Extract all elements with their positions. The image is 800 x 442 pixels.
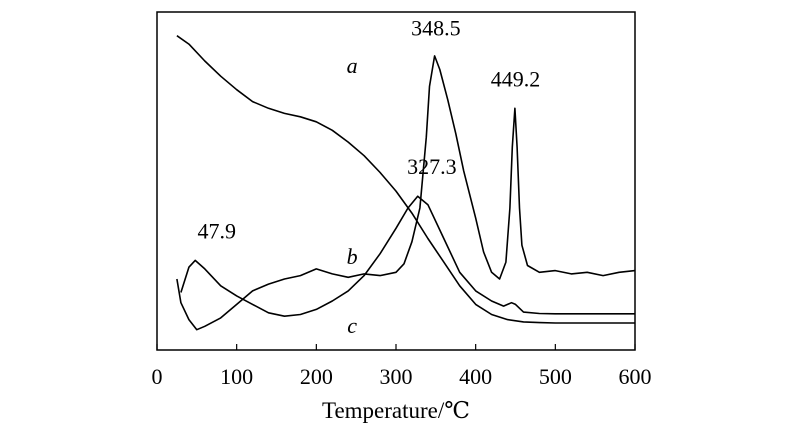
curves <box>176 35 636 331</box>
label-a: a <box>347 53 358 78</box>
label-b: b <box>347 244 358 269</box>
x-tick-label: 400 <box>459 364 492 389</box>
plot-frame <box>156 11 636 351</box>
x-tick-label: 100 <box>220 364 253 389</box>
x-axis-ticks: 0 100 200 300 400 500 600 <box>152 344 652 389</box>
curve-a <box>176 35 635 324</box>
curve-b <box>176 55 636 331</box>
label-c: c <box>347 313 357 338</box>
x-tick-label: 600 <box>619 364 652 389</box>
x-axis-title: Temperature/℃ <box>322 398 470 423</box>
annotations: a b c 47.9 327.3 348.5 449.2 <box>198 16 541 338</box>
x-tick-label: 0 <box>152 364 163 389</box>
peak-449-2: 449.2 <box>491 66 541 91</box>
peak-348-5: 348.5 <box>411 16 461 41</box>
x-tick-label: 200 <box>300 364 333 389</box>
x-tick-label: 300 <box>380 364 413 389</box>
x-tick-label: 500 <box>539 364 572 389</box>
peak-327-3: 327.3 <box>407 154 457 179</box>
peak-47-9: 47.9 <box>198 218 237 243</box>
curve-c <box>180 195 635 318</box>
